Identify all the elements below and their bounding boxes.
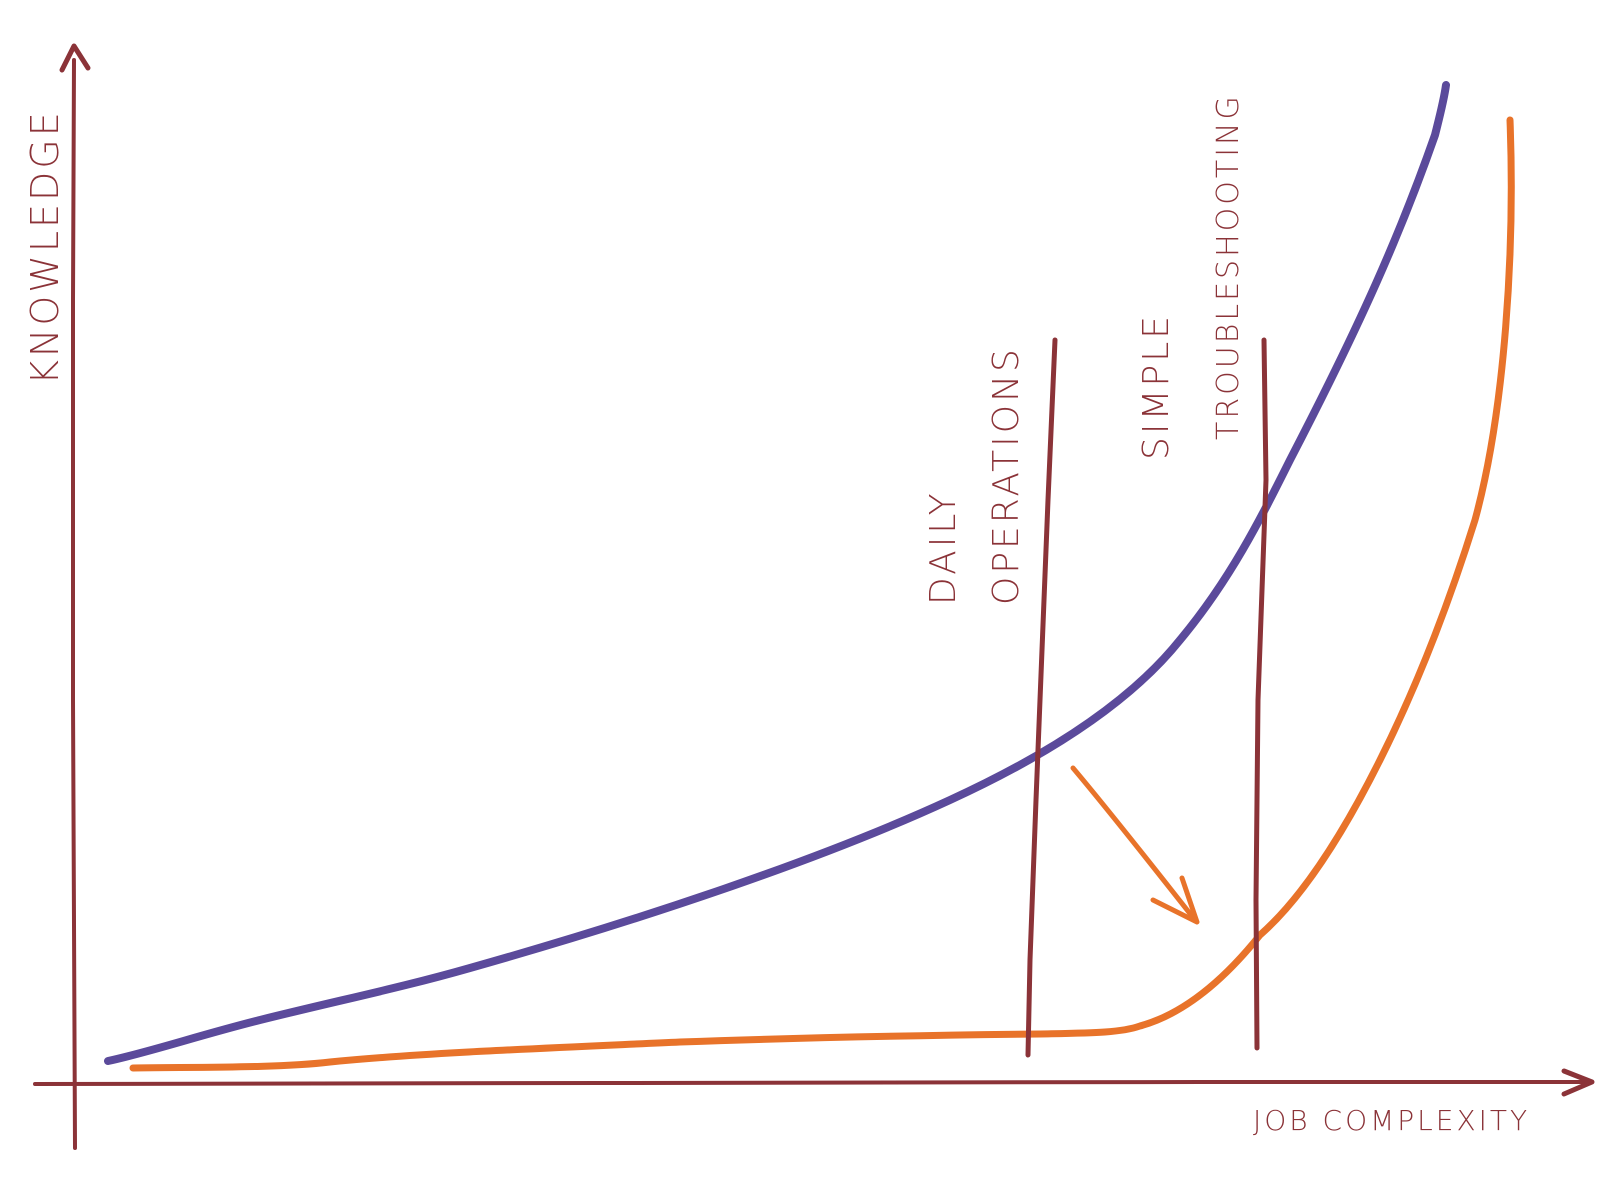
down-right-arrow-icon — [1070, 765, 1200, 925]
arrow-shaft — [1070, 765, 1198, 923]
x-axis — [33, 1068, 1595, 1097]
simple-troubleshooting-label: SIMPLE TROUBLESHOOTING — [1136, 93, 1246, 460]
simple-troubleshooting-label-line-1: SIMPLE — [1136, 313, 1177, 460]
complexity-curve — [129, 116, 1515, 1072]
y-axis-label: KNOWLEDGE — [23, 109, 67, 385]
y-axis-arrow-icon — [59, 43, 91, 73]
y-axis — [59, 43, 91, 1150]
knowledge-curve — [104, 81, 1450, 1065]
daily-operations-line — [1025, 337, 1058, 1058]
daily-operations-label: DAILY OPERATIONS — [923, 346, 1027, 605]
x-axis-label: JOB COMPLEXITY — [1253, 1104, 1530, 1137]
daily-operations-label-line-1: DAILY — [923, 490, 964, 605]
x-axis-arrow-icon — [1561, 1068, 1595, 1097]
arrow-head — [1150, 875, 1200, 925]
y-axis-line — [71, 58, 77, 1150]
daily-operations-label-line-2: OPERATIONS — [986, 346, 1027, 605]
x-axis-line — [33, 1080, 1592, 1086]
simple-troubleshooting-label-line-2: TROUBLESHOOTING — [1211, 93, 1246, 440]
simple-troubleshooting-line — [1253, 337, 1269, 1051]
